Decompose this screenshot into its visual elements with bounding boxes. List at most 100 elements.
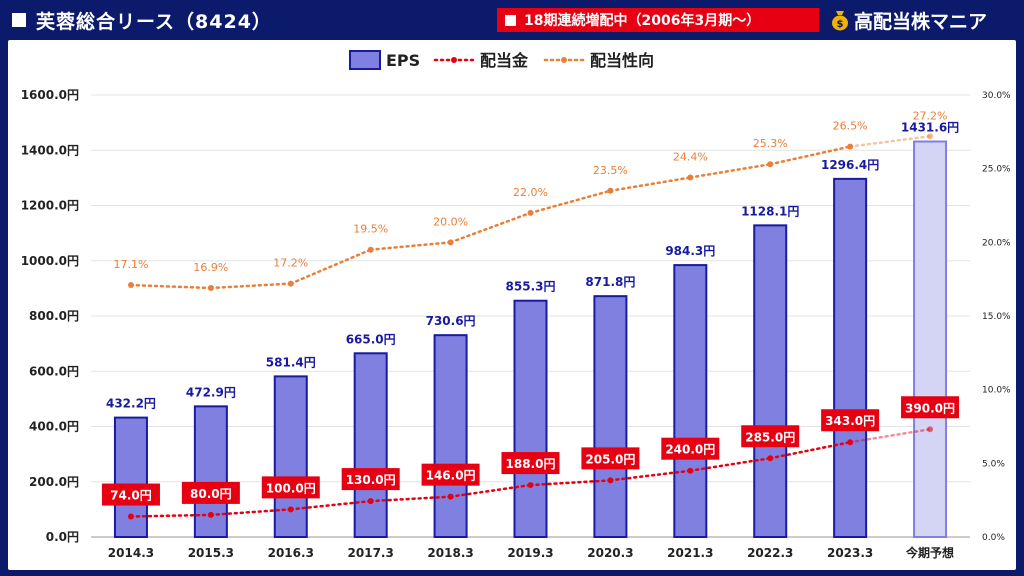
y-right-tick-label: 10.0%: [982, 386, 1011, 396]
dividend-label-box: [661, 437, 720, 460]
money-bag-icon: $: [832, 11, 848, 31]
payout-ratio-line-segment: [529, 189, 612, 215]
payout-ratio-point: [127, 282, 134, 289]
dividend-point: [127, 513, 134, 520]
dividend-line-segment: [609, 469, 692, 482]
eps-bar: [513, 299, 548, 539]
dividend-value-label: 285.0円: [745, 430, 795, 444]
dividend-label-box: [901, 396, 960, 419]
dividend-value-label: 205.0円: [585, 452, 635, 466]
svg-text:$: $: [837, 19, 844, 30]
payout-ratio-label: 17.2%: [273, 257, 308, 270]
dividend-value-label: 240.0円: [665, 443, 715, 457]
eps-value-label: 665.0円: [346, 332, 396, 346]
payout-ratio-line-segment: [689, 162, 772, 179]
dividend-value-label: 130.0円: [346, 473, 396, 487]
y-right-tick-label: 30.0%: [982, 91, 1011, 101]
chart-title: 芙蓉総合リース（8424）: [36, 11, 272, 33]
payout-ratio-line-segment: [289, 248, 372, 285]
payout-ratio-label: 23.5%: [593, 164, 628, 177]
dividend-line-segment: [529, 479, 612, 487]
payout-ratio-label: 16.9%: [193, 261, 228, 274]
dividend-point: [607, 477, 614, 484]
eps-bar: [753, 224, 788, 539]
y-right-tick-label: 20.0%: [982, 238, 1011, 248]
dividend-line-segment: [768, 440, 852, 460]
dividend-point: [527, 482, 534, 489]
dividend-label-box: [501, 452, 560, 475]
brand-logo: $ 高配当株マニア: [830, 6, 987, 34]
eps-bar: [673, 264, 708, 538]
x-tick-label: 2021.3: [667, 546, 713, 560]
payout-ratio-point: [367, 246, 374, 253]
payout-ratio-line-segment: [369, 241, 452, 251]
payout-ratio-line-segment: [129, 283, 213, 290]
dividend-line-segment: [689, 457, 772, 472]
payout-ratio-label: 17.1%: [113, 258, 148, 271]
y-right-tick-label: 15.0%: [982, 312, 1011, 322]
payout-ratio-line-segment: [848, 135, 932, 148]
payout-ratio-point: [687, 174, 694, 181]
dividend-label-box: [101, 483, 160, 506]
legend-label-dividend: 配当金: [480, 51, 529, 70]
y-left-tick-label: 0.0円: [46, 530, 79, 544]
x-tick-label: 2020.3: [587, 546, 633, 560]
header-square-icon: [12, 13, 26, 27]
eps-bar: [433, 334, 468, 538]
eps-value-label: 1128.1円: [741, 204, 799, 218]
legend-marker-dividend: [451, 57, 457, 63]
y-left-tick-label: 400.0円: [29, 420, 79, 434]
badge-square-icon: [505, 14, 516, 26]
dividend-value-label: 74.0円: [110, 489, 152, 503]
dividend-line-segment: [848, 428, 932, 444]
payout-ratio-point: [287, 280, 294, 287]
payout-ratio-line-segment: [209, 282, 293, 290]
x-tick-label: 2014.3: [108, 546, 154, 560]
x-tick-label: 2015.3: [188, 546, 234, 560]
x-tick-label: 2017.3: [348, 546, 394, 560]
payout-ratio-line-segment: [609, 176, 692, 193]
dividend-value-label: 146.0円: [426, 469, 476, 483]
eps-bar: [593, 295, 628, 538]
dividend-point: [207, 511, 214, 518]
dividend-label-box: [181, 481, 240, 504]
payout-ratio-line-segment: [449, 211, 532, 244]
dividend-label-box: [421, 463, 480, 486]
payout-ratio-label: 26.5%: [833, 120, 868, 133]
plot-area: 0.0円 200.0円 400.0円 600.0円 800.0円 1000.0円 1200.…: [8, 40, 1016, 570]
dividend-label-box: [821, 409, 880, 432]
dividend-point: [287, 506, 294, 513]
eps-bar: [833, 177, 868, 538]
dividend-line-segment: [449, 483, 532, 498]
payout-ratio-label: 24.4%: [673, 151, 708, 164]
payout-ratio-point: [767, 161, 774, 168]
payout-ratio-label: 25.3%: [753, 137, 788, 150]
dividend-point: [367, 498, 374, 505]
x-tick-label: 2023.3: [827, 546, 873, 560]
dividend-label-box: [261, 476, 320, 499]
y-left-tick-label: 1600.0円: [21, 88, 79, 102]
x-tick-label: 2022.3: [747, 546, 793, 560]
legend-label-eps: EPS: [386, 51, 420, 70]
eps-value-label: 1296.4円: [821, 158, 879, 172]
payout-ratio-label: 20.0%: [433, 215, 468, 228]
x-tick-label: 2018.3: [427, 546, 473, 560]
y-left-tick-label: 200.0円: [29, 475, 79, 489]
payout-ratio-label: 22.0%: [513, 186, 548, 199]
y-left-tick-label: 1000.0円: [21, 254, 79, 268]
dividend-point: [687, 467, 694, 474]
dividend-value-label: 80.0円: [190, 487, 232, 501]
dividend-line-segment: [289, 499, 372, 511]
eps-value-label: 472.9円: [186, 385, 236, 399]
payout-ratio-point: [607, 187, 614, 194]
legend-label-payout: 配当性向: [590, 51, 654, 70]
x-tick-label: 2016.3: [268, 546, 314, 560]
dividend-point: [447, 493, 454, 500]
eps-value-label: 984.3円: [665, 244, 715, 258]
dividend-point: [847, 439, 854, 446]
payout-ratio-point: [847, 143, 854, 150]
payout-ratio-point: [447, 239, 454, 246]
x-tick-label: 2019.3: [507, 546, 553, 560]
eps-bar: [913, 140, 948, 538]
